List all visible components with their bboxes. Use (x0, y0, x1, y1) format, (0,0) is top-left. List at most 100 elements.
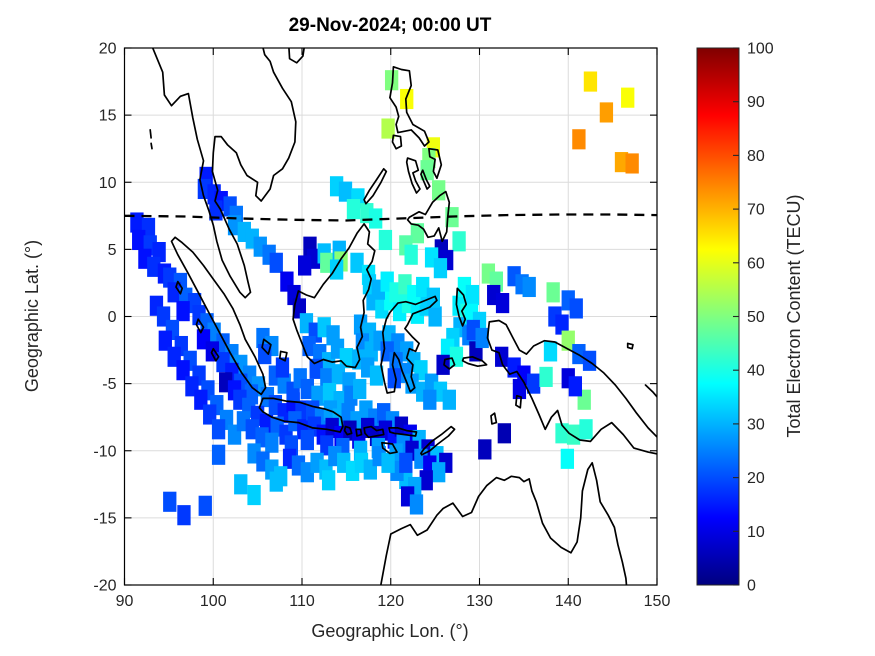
tec-cell (614, 152, 629, 173)
tec-cell (546, 282, 560, 303)
tec-cell (369, 365, 384, 386)
tec-cell (381, 452, 395, 473)
tec-cell (419, 470, 433, 491)
tec-cell (338, 181, 353, 202)
coastline (420, 169, 431, 190)
coastline (261, 338, 272, 355)
tec-cell (209, 200, 223, 221)
tec-cell (495, 293, 510, 314)
coastline (363, 425, 385, 439)
coastline (170, 236, 267, 396)
colorbar-label: Total Electron Content (TECU) (784, 194, 804, 437)
tec-cell (329, 259, 344, 280)
y-tick-label: -5 (102, 376, 116, 393)
tec-cell (572, 129, 586, 150)
tec-cell (369, 208, 383, 229)
tec-cell (475, 327, 489, 349)
tec-cell (132, 229, 146, 251)
coastline (381, 441, 398, 455)
tec-cell (300, 378, 314, 400)
coastline (343, 425, 353, 436)
y-tick-labels: 20 15 10 5 0 -5 -10 -15 -20 (93, 41, 116, 595)
coastline (626, 342, 634, 350)
axis-ticks (123, 47, 658, 586)
coastline (149, 129, 152, 139)
tec-cell (423, 389, 437, 410)
tec-cell (158, 330, 172, 351)
tec-cell (399, 452, 413, 473)
coastline (288, 48, 305, 64)
tec-cell (384, 70, 399, 91)
colorbar-tick-label: 0 (747, 578, 756, 595)
coastline (515, 394, 523, 409)
tec-cell (378, 229, 393, 251)
tec-cell (409, 494, 424, 515)
colorbar-tick-labels: 0 10 20 30 40 50 60 70 80 90 100 (747, 41, 774, 595)
colorbar-tick-label: 80 (747, 148, 765, 165)
tec-cell (449, 346, 464, 367)
tec-cell (599, 102, 614, 123)
colorbar-tick-label: 70 (747, 202, 765, 219)
tec-cell (211, 419, 226, 440)
coastline (151, 48, 297, 299)
coastline (391, 134, 403, 150)
tec-cell (432, 462, 446, 483)
y-tick-label: -15 (93, 510, 116, 527)
y-tick-label: 20 (99, 41, 117, 58)
colorbar-gradient (696, 47, 740, 586)
coastline (355, 428, 363, 437)
coastline (150, 142, 153, 150)
y-tick-label: 5 (108, 242, 117, 259)
tec-cell (198, 495, 212, 516)
coastline (292, 223, 376, 369)
tec-cell (465, 284, 480, 306)
coastline (388, 427, 418, 437)
x-tick-labels: 90 100 110 120 130 140 150 (116, 593, 671, 610)
tec-cell (400, 88, 414, 110)
coastline (461, 355, 488, 368)
tec-cell (579, 419, 593, 440)
tec-cell (452, 231, 466, 252)
coastline (175, 280, 184, 295)
y-tick-label: 0 (108, 309, 117, 326)
y-tick-label: -20 (93, 578, 116, 595)
tec-cell (416, 276, 430, 298)
tec-cell (568, 376, 583, 397)
tec-cell (265, 432, 279, 453)
colorbar-tick-label: 90 (747, 94, 765, 111)
colorbar-tick-label: 60 (747, 255, 765, 272)
tec-cell (309, 358, 323, 379)
x-tick-label: 120 (377, 593, 404, 610)
tec-cell (300, 429, 314, 451)
tec-cell (433, 258, 448, 279)
tec-cell (560, 448, 575, 469)
coastline-map (149, 48, 657, 585)
tec-cell (211, 444, 226, 465)
tec-cell (353, 378, 367, 400)
tec-cell (526, 373, 541, 394)
coastline (258, 397, 344, 433)
tec-cell (234, 474, 248, 495)
tec-cell (497, 423, 512, 444)
coastline (490, 412, 498, 425)
tec-cell (478, 439, 492, 460)
coastline (644, 384, 657, 399)
tec-cell (350, 252, 364, 273)
x-tick-label: 90 (116, 593, 134, 610)
coastline (195, 318, 205, 334)
coastline (210, 347, 220, 362)
colorbar: 0 10 20 30 40 50 60 70 80 90 100 Total Electron Co… (696, 41, 804, 595)
colorbar-tick-label: 30 (747, 416, 765, 433)
colorbar-tick-label: 20 (747, 470, 765, 487)
magnetic-equator-line (124, 213, 657, 222)
tec-cell (321, 470, 336, 491)
y-tick-label: -10 (93, 443, 116, 460)
tec-cell (275, 357, 290, 378)
tec-cell (177, 505, 191, 526)
coastline (278, 350, 288, 362)
colorbar-tick-label: 40 (747, 363, 765, 380)
x-axis-label: Geographic Lon. (°) (311, 621, 468, 641)
coastline (363, 167, 388, 205)
x-tick-label: 130 (466, 593, 493, 610)
